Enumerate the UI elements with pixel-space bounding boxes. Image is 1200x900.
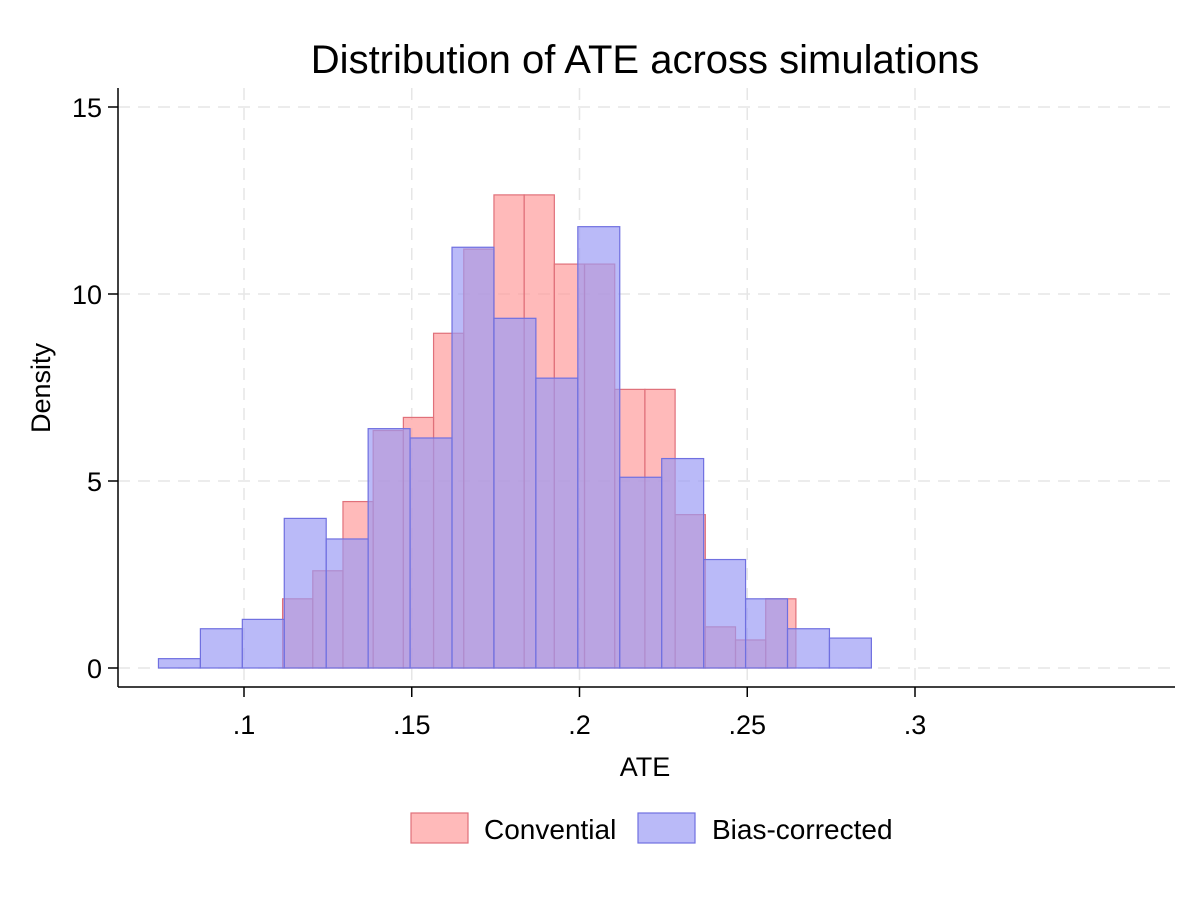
histogram-bar <box>535 377 579 669</box>
y-axis-label: Density <box>26 342 56 433</box>
histogram-bar <box>786 628 831 669</box>
axis-ticks: .1 .15 .2 .25 .3 0 5 10 15 <box>72 93 926 740</box>
histogram-bar <box>493 317 537 669</box>
histogram-bar <box>241 618 285 669</box>
histogram-bar <box>409 437 453 669</box>
histogram-bar <box>828 637 872 669</box>
legend-swatch-conventional <box>410 812 469 844</box>
x-axis-label: ATE <box>620 752 671 782</box>
legend-label-bias-corrected: Bias-corrected <box>712 814 893 845</box>
legend-label-conventional: Convential <box>484 814 616 845</box>
x-tick-label: .25 <box>728 710 766 740</box>
chart-title: Distribution of ATE across simulations <box>311 38 979 82</box>
y-tick-label: 0 <box>87 654 102 684</box>
histogram-bar <box>325 538 369 669</box>
legend-swatch-bias-corrected <box>637 812 696 844</box>
legend: Convential Bias-corrected <box>410 812 893 845</box>
y-tick-label: 5 <box>87 467 102 497</box>
histogram-bar <box>157 658 201 669</box>
y-tick-label: 10 <box>72 280 102 310</box>
histogram-bar <box>451 246 495 669</box>
histogram-bar <box>619 476 663 669</box>
histogram-bar <box>703 558 747 669</box>
histogram-bar <box>577 226 621 669</box>
histogram-bar <box>283 517 327 669</box>
series-bias-corrected <box>157 226 872 669</box>
x-tick-label: .1 <box>233 710 256 740</box>
x-tick-label: .3 <box>904 710 927 740</box>
histogram-bar <box>199 628 243 669</box>
x-tick-label: .15 <box>393 710 431 740</box>
x-tick-label: .2 <box>568 710 591 740</box>
histogram-bar <box>367 428 411 669</box>
histogram-bars <box>157 194 872 669</box>
histogram-bar <box>744 598 789 669</box>
y-tick-label: 15 <box>72 93 102 123</box>
histogram-bar <box>661 457 705 669</box>
axes <box>117 88 1175 688</box>
